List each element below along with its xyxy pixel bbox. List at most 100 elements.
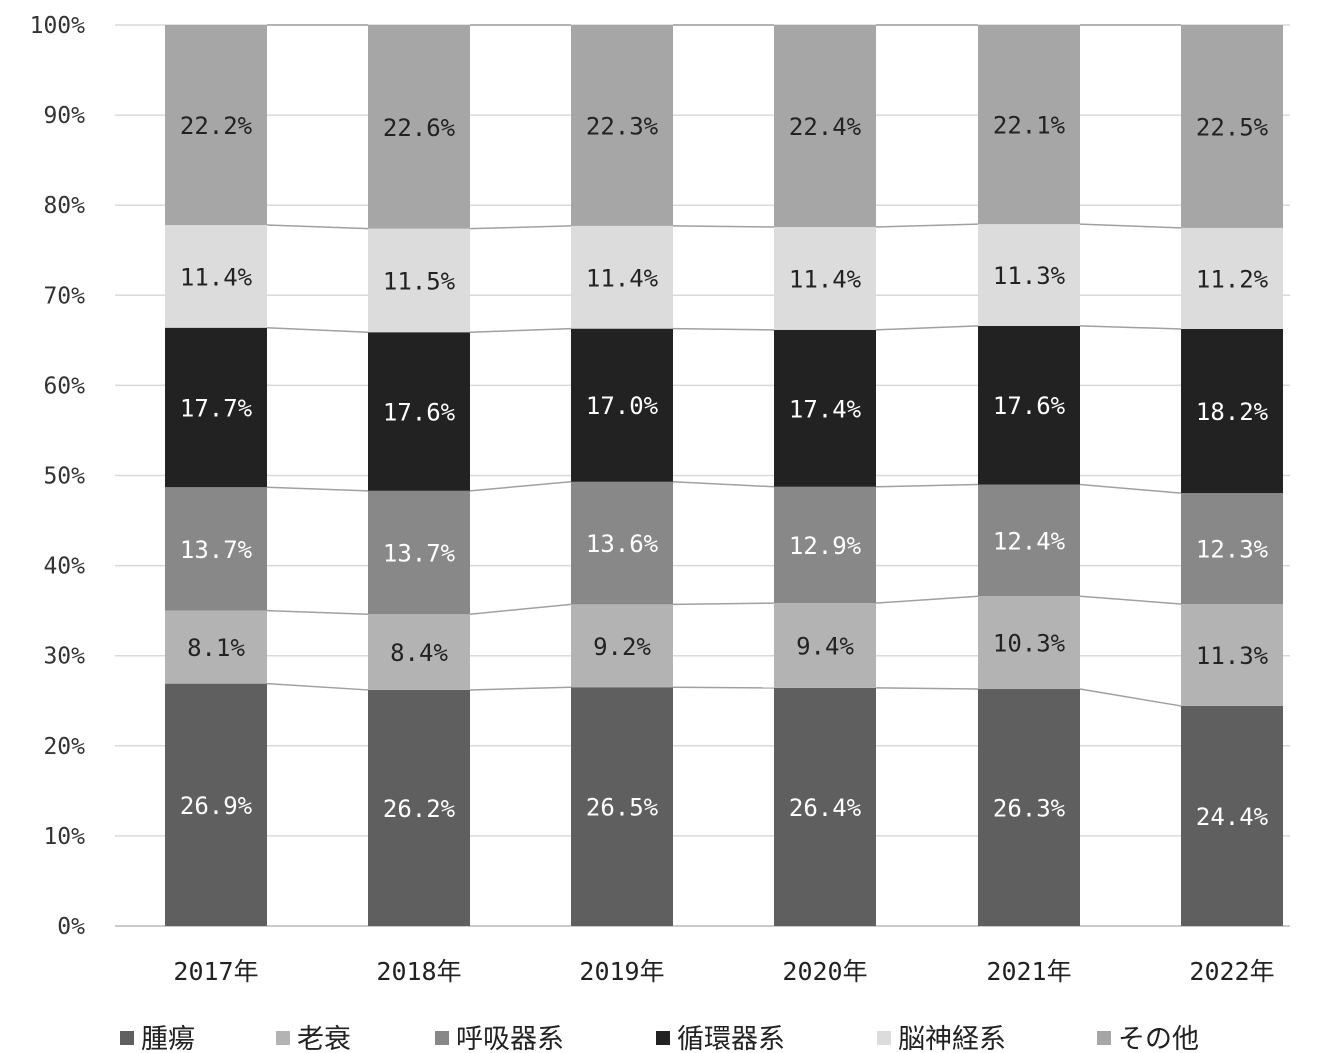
- data-label: 12.9%: [789, 532, 862, 560]
- x-category-label: 2017年: [173, 957, 258, 986]
- legend-label: 呼吸器系: [456, 1024, 564, 1053]
- legend-label: 脳神経系: [898, 1024, 1006, 1053]
- data-label: 11.2%: [1196, 265, 1269, 293]
- data-label: 26.2%: [383, 795, 456, 823]
- data-label: 17.6%: [383, 399, 456, 427]
- bar-segment: [368, 25, 470, 229]
- data-label: 11.4%: [789, 265, 862, 293]
- series-line: [469, 225, 572, 230]
- legend-swatch: [656, 1031, 670, 1045]
- data-label: 9.4%: [796, 633, 854, 661]
- bar-segment: [1181, 227, 1283, 329]
- bar-segment: [774, 25, 876, 228]
- data-label: 17.0%: [586, 392, 659, 420]
- legend-swatch: [276, 1031, 290, 1045]
- legend-label: 老衰: [297, 1024, 351, 1053]
- y-tick-label: 70%: [43, 283, 85, 309]
- series-line: [266, 682, 369, 691]
- series-line: [1079, 325, 1182, 330]
- x-category-label: 2022年: [1189, 957, 1274, 986]
- series-line: [1079, 483, 1182, 494]
- series-line: [672, 327, 775, 331]
- bar-segment: [368, 228, 470, 333]
- data-label: 22.5%: [1196, 113, 1269, 141]
- bar-segment: [1181, 493, 1283, 605]
- data-label: 22.3%: [586, 112, 659, 140]
- bar-segment: [165, 487, 267, 611]
- series-line: [469, 603, 572, 616]
- bar-segment: [978, 689, 1080, 926]
- data-label: 9.2%: [593, 633, 651, 661]
- data-label: 8.4%: [390, 639, 448, 667]
- y-tick-label: 50%: [43, 464, 85, 490]
- data-label: 10.3%: [993, 630, 1066, 658]
- y-tick-label: 0%: [57, 914, 85, 940]
- x-category-label: 2021年: [986, 957, 1071, 986]
- data-labels: 26.9% 26.2% 26.5% 26.4% 26.3% 24.4% 8.1% 8.4% 9.…: [180, 112, 1269, 831]
- x-category-label: 2020年: [782, 957, 867, 986]
- x-category-label: 2018年: [376, 957, 461, 986]
- bar-segment: [978, 224, 1080, 326]
- bar-segment: [165, 327, 267, 488]
- bar-segment: [571, 328, 673, 482]
- data-label: 11.3%: [993, 262, 1066, 290]
- data-label: 22.1%: [993, 112, 1066, 140]
- series-line: [875, 325, 979, 331]
- bar-segment: [774, 603, 876, 688]
- data-label: 26.4%: [789, 794, 862, 822]
- y-axis-tick-labels: 0% 10% 20% 30% 40% 50% 60% 70% 80% 90% 100%: [30, 13, 86, 940]
- legend-swatch: [877, 1031, 891, 1045]
- series-line: [469, 327, 572, 333]
- bar-segment: [978, 484, 1080, 597]
- bar-segment: [571, 481, 673, 605]
- data-label: 17.7%: [180, 394, 253, 422]
- bar-segment: [1181, 328, 1283, 494]
- y-tick-label: 90%: [43, 103, 85, 129]
- bar-segment: [1181, 604, 1283, 706]
- series-line: [1079, 688, 1182, 707]
- bars: [165, 25, 1283, 926]
- legend-swatch: [120, 1031, 134, 1045]
- bar-segment: [368, 614, 470, 690]
- y-tick-label: 40%: [43, 554, 85, 580]
- series-line: [469, 481, 572, 492]
- data-label: 22.2%: [180, 112, 253, 140]
- series-line: [672, 602, 775, 606]
- series-line: [875, 223, 979, 228]
- data-label: 11.3%: [1196, 642, 1269, 670]
- legend-swatch: [435, 1031, 449, 1045]
- series-line: [672, 481, 775, 488]
- bar-segment: [571, 25, 673, 226]
- data-label: 11.4%: [586, 264, 659, 292]
- bar-segment: [774, 486, 876, 604]
- bar-segment: [1181, 705, 1283, 926]
- data-label: 12.4%: [993, 527, 1066, 555]
- series-line: [672, 686, 775, 689]
- bar-segment: [774, 329, 876, 487]
- bar-segment: [774, 687, 876, 926]
- data-label: 13.7%: [180, 536, 253, 564]
- series-line: [1079, 595, 1182, 605]
- bar-segment: [165, 610, 267, 684]
- y-tick-label: 60%: [43, 373, 85, 399]
- bar-segment: [571, 604, 673, 688]
- series-line: [266, 326, 369, 333]
- data-label: 26.5%: [586, 794, 659, 822]
- y-tick-label: 100%: [30, 13, 86, 39]
- legend-label: 腫瘍: [141, 1024, 195, 1053]
- data-label: 13.6%: [586, 530, 659, 558]
- bar-segment: [368, 689, 470, 926]
- series-line: [266, 486, 369, 492]
- bar-segment: [1181, 25, 1283, 228]
- series-line: [875, 483, 979, 488]
- data-label: 8.1%: [187, 634, 245, 662]
- legend-label: その他: [1118, 1024, 1199, 1053]
- series-line: [266, 609, 369, 616]
- bar-segment: [165, 25, 267, 226]
- x-axis-category-labels: 2017年 2018年 2019年 2020年 2021年 2022年: [173, 957, 1274, 986]
- legend-swatch: [1097, 1031, 1111, 1045]
- data-label: 11.4%: [180, 263, 253, 291]
- series-line: [469, 686, 572, 691]
- data-label: 17.6%: [993, 392, 1066, 420]
